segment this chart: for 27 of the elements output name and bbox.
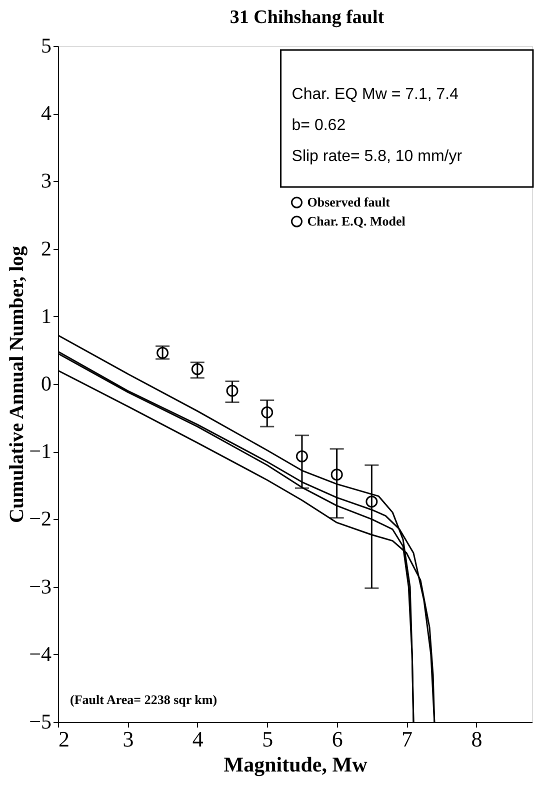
x-tick-label: 8 — [471, 726, 482, 752]
annotation: Char. EQ Mw = 7.1, 7.4 — [292, 86, 459, 103]
y-tick-label: 2 — [41, 236, 52, 260]
x-tick-label: 6 — [332, 726, 343, 752]
y-tick-label: 3 — [41, 168, 52, 193]
x-tick-label: 7 — [402, 726, 413, 752]
y-tick-label: −3 — [29, 574, 52, 598]
y-tick-label: 1 — [41, 304, 52, 328]
y-tick-label: −1 — [29, 439, 52, 464]
y-tick-label: 5 — [41, 34, 52, 58]
y-tick-label: −4 — [29, 642, 52, 666]
x-tick-label: 2 — [58, 726, 70, 752]
legend-label: Char. E.Q. Model — [307, 214, 406, 228]
annotation: (Fault Area= 2238 sqr km) — [70, 692, 218, 707]
chart-title: 31 Chihshang fault — [230, 7, 385, 28]
x-tick-label: 3 — [122, 726, 134, 752]
x-tick-label: 5 — [262, 726, 274, 752]
legend-label: Observed fault — [307, 194, 391, 210]
y-axis-title: Cumulative Annual Number, log — [6, 246, 28, 524]
annotation: b= 0.62 — [292, 117, 346, 134]
x-tick-label: 4 — [192, 726, 204, 752]
x-axis-title: Magnitude, Mw — [224, 752, 368, 776]
y-tick-label: 4 — [41, 101, 52, 126]
y-tick-label: −5 — [29, 710, 52, 734]
y-tick-label: −2 — [29, 506, 52, 531]
annotation: Slip rate= 5.8, 10 mm/yr — [292, 148, 463, 165]
y-tick-label: 0 — [41, 372, 52, 396]
